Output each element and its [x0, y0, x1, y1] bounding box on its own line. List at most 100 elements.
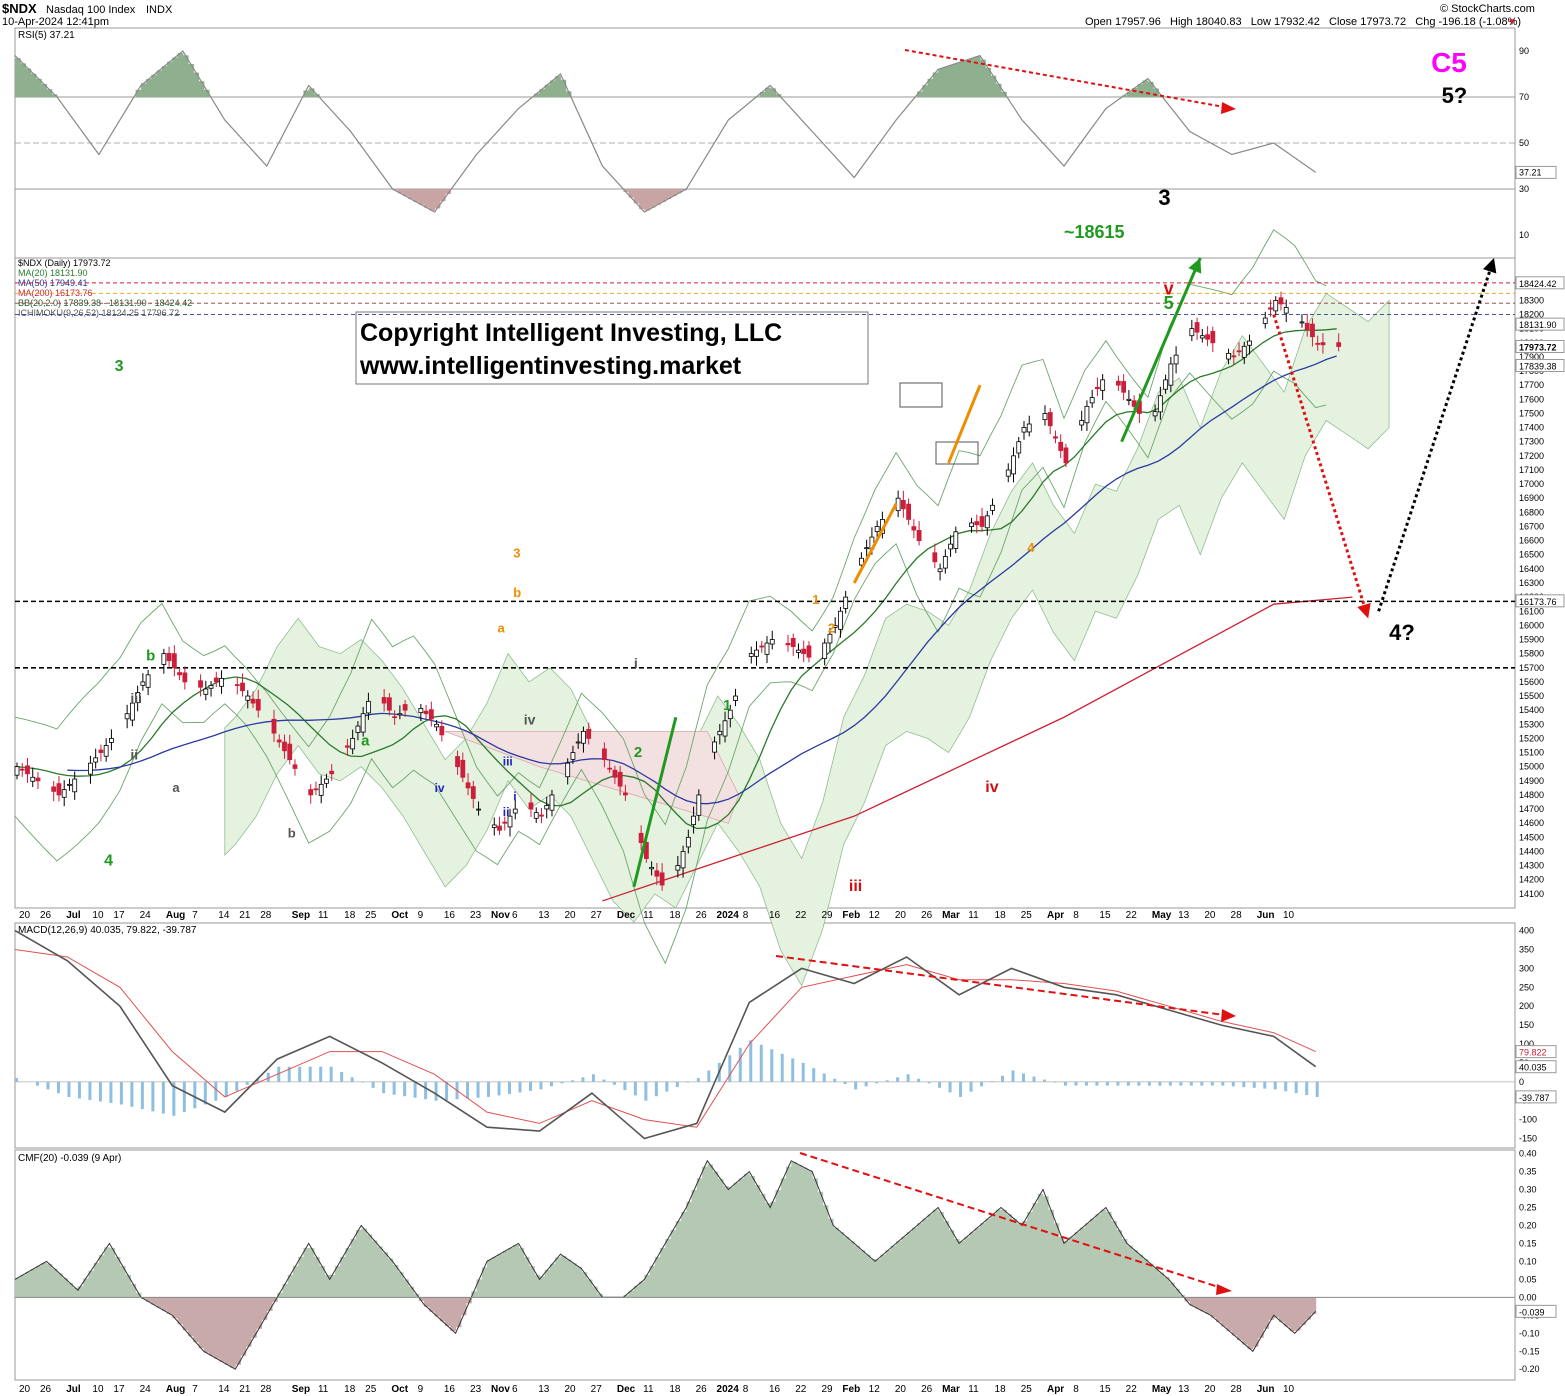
- cmf-fill: [691, 1189, 698, 1298]
- candle-body: [1121, 381, 1127, 393]
- macd-tick: 200: [1519, 1001, 1534, 1011]
- candle-body: [1226, 352, 1231, 360]
- macd-hist-bar: [119, 1081, 123, 1105]
- price-tick: 14300: [1519, 861, 1544, 871]
- macd-hist-bar: [77, 1081, 81, 1099]
- cmf-fill: [938, 1211, 944, 1298]
- x-label-price: Nov: [491, 910, 510, 921]
- rsi-overbought-fill: [35, 78, 42, 97]
- price-tag: 18424.42: [1519, 279, 1557, 289]
- cmf-fill: [487, 1259, 493, 1298]
- rsi-overbought-fill: [560, 79, 567, 97]
- cmf-fill: [298, 1256, 304, 1298]
- candle-body: [423, 710, 429, 715]
- candle-body: [203, 688, 209, 695]
- candle-body: [990, 504, 995, 511]
- macd-hist-bar: [298, 1066, 302, 1082]
- rsi-overbought-fill: [980, 59, 986, 97]
- macd-hist-bar: [549, 1081, 553, 1087]
- x-label-bottom: 26: [696, 1384, 708, 1395]
- x-label-bottom: 26: [40, 1384, 52, 1395]
- macd-tick: -150: [1519, 1134, 1537, 1144]
- x-label-bottom: Mar: [942, 1384, 960, 1395]
- macd-hist-bar: [497, 1081, 501, 1096]
- candle-body: [948, 543, 953, 550]
- rsi-overbought-fill: [775, 94, 782, 97]
- cmf-fill: [366, 1234, 373, 1298]
- rsi-overbought-fill: [203, 89, 210, 97]
- cmf-fill: [660, 1247, 666, 1298]
- candle-body: [350, 738, 356, 750]
- cmf-fill: [848, 1241, 855, 1298]
- projection-arrow-0: [1357, 602, 1371, 619]
- macd-hist-bar: [109, 1081, 113, 1103]
- wave-label-30: i: [513, 790, 516, 804]
- candle-body: [570, 752, 576, 760]
- x-label-bottom: 15: [1099, 1384, 1111, 1395]
- candle-body: [942, 556, 948, 569]
- cmf-fill: [20, 1274, 26, 1298]
- cmf-fill: [880, 1254, 887, 1298]
- cmf-fill: [686, 1201, 693, 1298]
- cmf-fill: [277, 1292, 283, 1298]
- macd-hist-bar: [917, 1078, 921, 1082]
- candle-body: [659, 872, 665, 886]
- macd-hist-bar: [1032, 1076, 1036, 1082]
- cmf-fill: [182, 1297, 189, 1331]
- price-tick: 16800: [1519, 507, 1544, 517]
- cmf-fill: [1179, 1295, 1186, 1298]
- x-label-bottom: 6: [512, 1384, 518, 1395]
- cmf-fill: [1011, 1218, 1018, 1298]
- cmf-fill: [30, 1268, 37, 1298]
- wave-label-8: iv: [985, 779, 998, 796]
- candle-body: [1304, 323, 1310, 330]
- x-label-bottom: 18: [344, 1384, 356, 1395]
- price-tag: 16173.76: [1519, 597, 1557, 607]
- candle-body: [612, 769, 618, 778]
- cmf-fill: [1163, 1277, 1170, 1298]
- candle-body: [30, 776, 36, 782]
- x-label-bottom: Jul: [66, 1384, 81, 1395]
- price-tick: 14500: [1519, 832, 1544, 842]
- macd-hist-bar: [434, 1081, 438, 1101]
- rsi-oversold-fill: [623, 189, 630, 192]
- wave-label-11: b: [146, 648, 155, 665]
- bb-label: BB(20,2.0) 17839.38 - 18131.90 - 18424.4…: [18, 298, 192, 308]
- price-tick: 15200: [1519, 733, 1544, 743]
- x-label-bottom: 13: [538, 1384, 550, 1395]
- cmf-fill: [670, 1229, 677, 1298]
- candle-body: [439, 726, 445, 736]
- x-label-bottom: 27: [591, 1384, 603, 1395]
- cmf-tick: 0.35: [1519, 1167, 1537, 1177]
- rsi-tick: 70: [1519, 92, 1529, 102]
- cmf-fill: [1258, 1297, 1264, 1338]
- candle-body: [1210, 331, 1216, 344]
- candle-body: [649, 866, 655, 870]
- macd-hist-bar: [350, 1077, 354, 1082]
- rsi-oversold-fill: [418, 189, 425, 205]
- x-label-price: Oct: [391, 910, 408, 921]
- macd-hist-bar: [875, 1081, 879, 1084]
- cmf-divergence-line: [799, 1152, 1229, 1291]
- candle-body: [240, 682, 245, 692]
- candle-body: [1115, 380, 1121, 386]
- rsi-divergence-line: [904, 49, 1231, 109]
- cmf-fill: [560, 1256, 567, 1298]
- candle-body: [796, 649, 801, 653]
- cmf-fill: [995, 1209, 1002, 1298]
- macd-hist-bar: [224, 1081, 228, 1097]
- x-label-price: 28: [260, 910, 272, 921]
- macd-hist-bar: [413, 1081, 417, 1098]
- cmf-fill: [869, 1259, 876, 1298]
- price-tick: 15500: [1519, 691, 1544, 701]
- cmf-fill: [114, 1256, 121, 1298]
- x-label-price: 22: [1126, 910, 1138, 921]
- x-label-price: 23: [470, 910, 482, 921]
- rsi-overbought-fill: [953, 63, 960, 97]
- price-tag-box: [1515, 276, 1565, 290]
- macd-hist-bar: [245, 1081, 249, 1085]
- cmf-fill: [518, 1247, 525, 1298]
- candle-body: [1079, 420, 1085, 426]
- macd-hist-bar: [67, 1081, 71, 1097]
- cmf-fill: [209, 1297, 215, 1356]
